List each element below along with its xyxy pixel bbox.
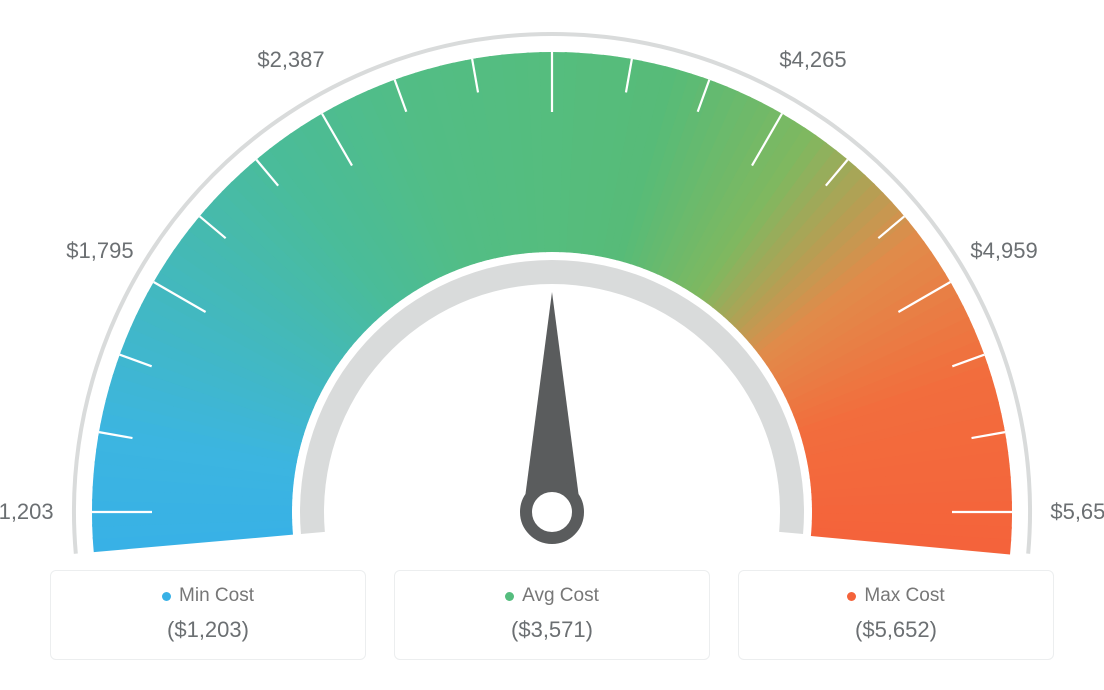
gauge-tick-label: $4,959 xyxy=(970,238,1037,264)
avg-dot-icon xyxy=(505,592,514,601)
min-cost-card: Min Cost ($1,203) xyxy=(50,570,366,660)
max-cost-value: ($5,652) xyxy=(749,617,1043,643)
max-cost-title: Max Cost xyxy=(847,585,944,607)
max-cost-label: Max Cost xyxy=(864,585,944,607)
min-cost-value: ($1,203) xyxy=(61,617,355,643)
avg-cost-title: Avg Cost xyxy=(505,585,599,607)
min-cost-label: Min Cost xyxy=(179,585,254,607)
gauge-tick-label: $4,265 xyxy=(779,47,846,73)
gauge-tick-label: $5,652 xyxy=(1050,499,1104,525)
min-dot-icon xyxy=(162,592,171,601)
max-dot-icon xyxy=(847,592,856,601)
avg-cost-value: ($3,571) xyxy=(405,617,699,643)
gauge-tick-label: $1,203 xyxy=(0,499,54,525)
gauge-chart-container: $1,203$1,795$2,387$3,571$4,265$4,959$5,6… xyxy=(0,0,1104,690)
gauge-tick-label: $1,795 xyxy=(66,238,133,264)
min-cost-title: Min Cost xyxy=(162,585,254,607)
avg-cost-label: Avg Cost xyxy=(522,585,599,607)
max-cost-card: Max Cost ($5,652) xyxy=(738,570,1054,660)
gauge-tick-label: $2,387 xyxy=(257,47,324,73)
legend-cards: Min Cost ($1,203) Avg Cost ($3,571) Max … xyxy=(50,570,1054,660)
avg-cost-card: Avg Cost ($3,571) xyxy=(394,570,710,660)
gauge-area: $1,203$1,795$2,387$3,571$4,265$4,959$5,6… xyxy=(0,0,1104,560)
gauge-svg xyxy=(0,0,1104,560)
